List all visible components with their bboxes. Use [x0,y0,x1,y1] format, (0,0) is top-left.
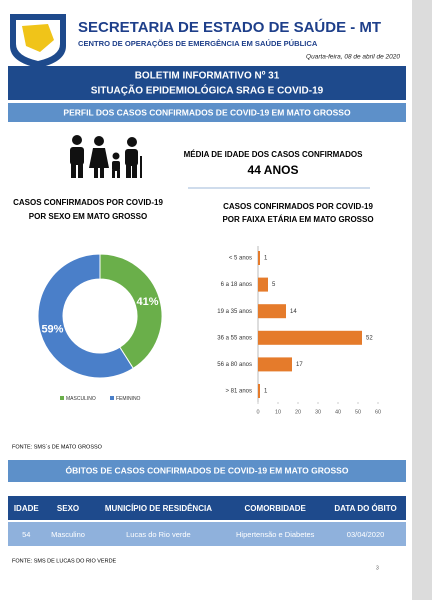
legend-label: FEMININO [116,396,141,402]
chart-title: POR SEXO EM MATO GROSSO [29,212,147,221]
bar [258,330,362,345]
bulletin-title: BOLETIM INFORMATIVO Nº 31 [135,71,280,82]
x-tick-label: 60 [375,409,381,415]
deaths-band [8,460,406,482]
bulletin-band [8,66,406,100]
y-tick-label: 36 a 55 anos [217,335,252,341]
data-label: 17 [296,362,303,368]
legend-swatch [110,396,114,400]
cell: Masculino [44,522,92,546]
cell: Lucas do Rio verde [91,522,226,546]
page-number: 3 [376,565,379,571]
cell: Hipertensão e Diabetes [225,522,326,546]
y-tick-label: 56 a 80 anos [217,362,252,368]
chart-title: CASOS CONFIRMADOS POR COVID-19 [13,198,163,207]
bar [258,357,292,372]
bar [258,384,260,398]
average-label: MÉDIA DE IDADE DOS CASOS CONFIRMADOS [184,150,363,159]
header-title: SECRETARIA DE ESTADO DE SAÚDE - MT [78,18,381,36]
cell: 54 [8,522,45,546]
header-cell: SEXO [44,496,92,520]
y-tick-label: 19 a 35 anos [217,309,252,315]
row: 54 Masculino Lucas do Rio verde Hipertensão… [8,522,406,546]
x-tick-label: 20 [295,409,301,415]
y-tick-label: < 5 anos [229,256,252,262]
x-tick-label: 40 [335,409,341,415]
edge [412,0,432,600]
date: Quarta-feira, 08 de abril de 2020 [306,54,400,61]
x-tick-label: 50 [355,409,361,415]
header-cell: IDADE [8,496,45,520]
profile-title: PERFIL DOS CASOS CONFIRMADOS DE COVID-19… [63,107,351,117]
data-label: 5 [272,282,276,288]
deaths-table: IDADE SEXO MUNICÍPIO DE RESIDÊNCIA COMORBID… [8,494,406,548]
y-tick-label: > 81 anos [225,389,252,395]
donut-slice [37,253,134,379]
data-label: 59% [41,324,63,336]
y-tick-label: 6 a 18 anos [221,282,252,288]
legend-swatch [60,396,64,400]
x-tick-label: 30 [315,409,321,415]
data-label: 14 [290,309,297,315]
data-label: 52 [366,335,373,341]
data-label: 1 [264,389,268,395]
x-tick-label: 10 [275,409,281,415]
header-cell: DATA DO ÓBITO [325,496,406,520]
data-label: 1 [264,256,268,262]
source: FONTE: SMS´s DE MATO GROSSO [12,444,103,450]
average-value: 44 ANOS [248,163,299,177]
header-cell: MUNICÍPIO DE RESIDÊNCIA [91,496,226,520]
bar [258,277,268,292]
chart-title: POR FAIXA ETÁRIA EM MATO GROSSO [222,215,373,224]
bar [258,251,260,265]
header-cell: COMORBIDADE [225,496,326,520]
x-tick-label: 0 [256,409,259,415]
header-subtitle: CENTRO DE OPERAÇÕES DE EMERGÊNCIA EM SAÚ… [78,39,318,48]
chart-title: CASOS CONFIRMADOS POR COVID-19 [223,202,373,211]
bar [258,304,286,319]
source: FONTE: SMS DE LUCAS DO RIO VERDE [12,558,117,564]
people-icon [70,135,142,178]
deaths-title: ÓBITOS DE CASOS CONFIRMADOS DE COVID-19 … [66,464,349,475]
cell: 03/04/2020 [325,522,406,546]
logo [10,14,66,68]
donut-slice [99,253,163,370]
data-label: 41% [137,296,159,308]
profile-band [8,103,406,122]
legend-label: MASCULINO [66,396,96,402]
bulletin-subtitle: SITUAÇÃO EPIDEMIOLÓGICA SRAG E COVID-19 [91,84,324,97]
header-row: IDADE SEXO MUNICÍPIO DE RESIDÊNCIA COMORBID… [8,496,406,520]
